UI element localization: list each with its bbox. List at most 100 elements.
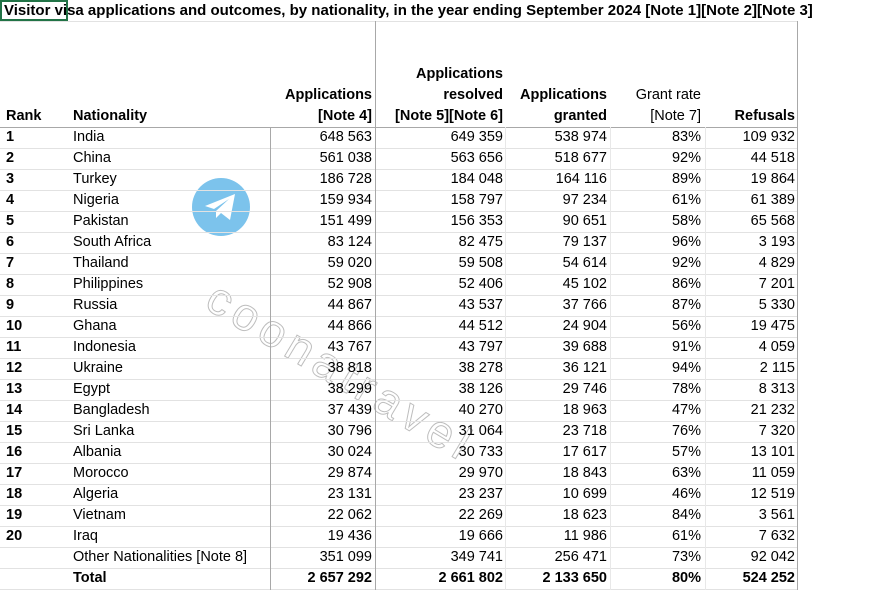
- column-header: [Note 4]: [318, 108, 372, 124]
- table-cell: 31 064: [458, 423, 503, 439]
- column-header: [Note 5][Note 6]: [395, 108, 503, 124]
- table-cell: 57%: [671, 444, 701, 460]
- table-cell: 524 252: [742, 570, 795, 586]
- table-cell: 184 048: [450, 171, 503, 187]
- table-cell: 15: [6, 423, 23, 439]
- column-header: Grant rate: [635, 87, 701, 103]
- table-cell: 44 512: [458, 318, 503, 334]
- table-cell: 19 436: [327, 528, 372, 544]
- table-cell: 13 101: [750, 444, 795, 460]
- column-header: granted: [553, 108, 607, 124]
- row-gridline: [0, 484, 797, 485]
- table-cell: Algeria: [73, 486, 119, 502]
- row-gridline: [0, 547, 797, 548]
- table-cell: 61%: [671, 528, 701, 544]
- table-cell: 59 508: [458, 255, 503, 271]
- table-cell: 92%: [671, 255, 701, 271]
- table-cell: 2 115: [759, 360, 795, 376]
- table-cell: 10 699: [562, 486, 607, 502]
- table-cell: 164 116: [555, 171, 607, 187]
- table-cell: 38 299: [327, 381, 372, 397]
- table-cell: 40 270: [458, 402, 503, 418]
- row-gridline: [0, 253, 797, 254]
- table-cell: Total: [73, 570, 107, 586]
- row-gridline: [0, 337, 797, 338]
- table-cell: 22 269: [458, 507, 503, 523]
- column-header: Applications: [415, 66, 503, 82]
- table-cell: 46%: [671, 486, 701, 502]
- row-gridline: [0, 274, 797, 275]
- table-cell: 47%: [671, 402, 701, 418]
- table-cell: 10: [6, 318, 23, 334]
- table-cell: Iraq: [73, 528, 98, 544]
- row-gridline: [0, 316, 797, 317]
- table-cell: 4 059: [758, 339, 795, 355]
- table-cell: 76%: [671, 423, 701, 439]
- table-cell: Other Nationalities [Note 8]: [73, 549, 248, 565]
- table-cell: 52 908: [327, 276, 372, 292]
- table-cell: Ghana: [73, 318, 117, 334]
- table-cell: 89%: [671, 171, 701, 187]
- table-cell: 3: [6, 171, 15, 187]
- table-cell: 17: [6, 465, 23, 481]
- table-cell: 44 867: [327, 297, 372, 313]
- table-cell: 38 818: [327, 360, 372, 376]
- table-cell: 19 864: [750, 171, 795, 187]
- table-cell: Morocco: [73, 465, 129, 481]
- table-cell: 561 038: [319, 150, 372, 166]
- table-cell: 4: [6, 192, 15, 208]
- column-header: [Note 7]: [650, 108, 701, 124]
- table-cell: 83 124: [327, 234, 372, 250]
- table-cell: 16: [6, 444, 23, 460]
- table-cell: Indonesia: [73, 339, 136, 355]
- table-cell: 7 201: [758, 276, 795, 292]
- column-gridline: [610, 127, 611, 590]
- table-cell: 17 617: [562, 444, 607, 460]
- table-cell: 7 320: [758, 423, 795, 439]
- table-cell: 29 874: [327, 465, 372, 481]
- table-cell: 11 059: [751, 465, 795, 481]
- row-gridline: [0, 211, 797, 212]
- table-cell: 2 657 292: [307, 570, 372, 586]
- column-header: Rank: [6, 108, 42, 124]
- table-cell: 36 121: [562, 360, 607, 376]
- table-cell: 73%: [671, 549, 701, 565]
- row-gridline: [0, 148, 797, 149]
- table-cell: 83%: [671, 129, 701, 145]
- table-cell: 649 359: [450, 129, 503, 145]
- table-cell: 61%: [671, 192, 701, 208]
- telegram-icon: [192, 178, 250, 236]
- table-cell: 648 563: [319, 129, 372, 145]
- table-cell: 11: [6, 339, 22, 355]
- table-cell: South Africa: [73, 234, 152, 250]
- table-cell: 538 974: [554, 129, 607, 145]
- table-cell: 12 519: [750, 486, 795, 502]
- row-gridline: [0, 190, 797, 191]
- table-cell: 186 728: [319, 171, 372, 187]
- table-cell: 18: [6, 486, 23, 502]
- table-cell: 44 866: [327, 318, 372, 334]
- table-cell: 8: [6, 276, 15, 292]
- table-cell: 23 131: [327, 486, 372, 502]
- table-cell: 23 718: [562, 423, 607, 439]
- table-cell: 4 829: [758, 255, 795, 271]
- table-cell: 45 102: [562, 276, 607, 292]
- row-gridline: [0, 295, 797, 296]
- table-cell: 44 518: [750, 150, 795, 166]
- table-cell: Sri Lanka: [73, 423, 135, 439]
- title-border: [0, 21, 797, 22]
- table-cell: 54 614: [562, 255, 607, 271]
- table-cell: 18 843: [562, 465, 607, 481]
- table-cell: Russia: [73, 297, 118, 313]
- table-cell: Vietnam: [73, 507, 126, 523]
- table-cell: 38 278: [458, 360, 503, 376]
- table-cell: 96%: [671, 234, 701, 250]
- table-cell: 37 439: [327, 402, 372, 418]
- table-cell: Nigeria: [73, 192, 119, 208]
- row-gridline: [0, 232, 797, 233]
- table-cell: Egypt: [73, 381, 111, 397]
- table-cell: 52 406: [458, 276, 503, 292]
- table-cell: 43 767: [327, 339, 372, 355]
- column-header: resolved: [443, 87, 503, 103]
